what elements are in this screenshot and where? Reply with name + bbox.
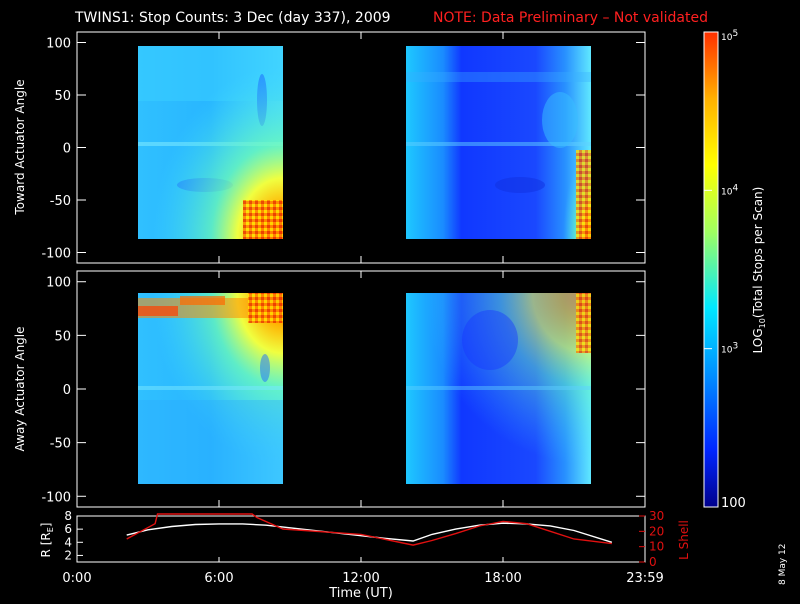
- time-tick-label: 6:00: [204, 571, 233, 586]
- bottom-y-axis: 100 50 0 -50 -100: [41, 276, 645, 505]
- time-axis-label: Time (UT): [328, 586, 393, 600]
- bottom-ytick-label: 50: [54, 329, 71, 344]
- orbit-left-tick-label: 6: [64, 522, 72, 536]
- colorbar-tick-label: 103: [721, 342, 738, 356]
- time-tick-label: 18:00: [484, 571, 521, 586]
- orbit-left-tick-label: 2: [64, 548, 72, 562]
- bottom-left-heatmap: [138, 293, 283, 484]
- colorbar-tick-label: 105: [721, 29, 738, 43]
- orbit-left-tick-label: 8: [64, 509, 72, 523]
- time-tick-label: 12:00: [342, 571, 379, 586]
- top-ytick-label: -100: [41, 247, 71, 262]
- orbit-lshell-line: [126, 513, 612, 546]
- top-y-axis-label: Toward Actuator Angle: [13, 79, 27, 215]
- bottom-ytick-label: -50: [50, 437, 71, 452]
- date-stamp: 8 May 12: [778, 543, 788, 585]
- top-ytick-label: 100: [46, 37, 71, 52]
- top-panel: 100 50 0 -50 -100 Toward Actuator Angle: [13, 31, 646, 264]
- top-ytick-label: 0: [63, 142, 71, 157]
- orbit-right-tick-label: 10: [649, 540, 664, 554]
- time-tick-label: 0:00: [62, 571, 91, 586]
- top-right-heatmap: [406, 46, 591, 239]
- orbit-left-axis-label: R [RE]: [39, 523, 55, 558]
- time-tick-label: 23:59: [626, 571, 663, 586]
- bottom-x-ticks: [76, 271, 646, 507]
- figure-title: TWINS1: Stop Counts: 3 Dec (day 337), 20…: [74, 10, 391, 26]
- top-ytick-label: -50: [50, 194, 71, 209]
- colorbar-tick-label: 104: [721, 183, 738, 197]
- orbit-series: [126, 513, 613, 546]
- orbit-right-tick-label: 20: [649, 524, 664, 538]
- bottom-ytick-label: 100: [46, 276, 71, 291]
- bottom-right-heatmap: [406, 293, 591, 484]
- orbit-left-tick-label: 4: [64, 535, 72, 549]
- colorbar: 100 103 104 105 LOG10(Total Stops per Scan): [703, 29, 767, 511]
- top-ytick-label: 50: [54, 89, 71, 104]
- orbit-right-axis-label: L Shell: [677, 520, 691, 560]
- top-y-axis: 100 50 0 -50 -100: [41, 37, 645, 262]
- top-x-ticks: [76, 32, 646, 263]
- orbit-r-line: [126, 522, 613, 543]
- top-left-heatmap: [138, 46, 283, 239]
- orbit-right-tick-label: 30: [649, 509, 664, 523]
- preliminary-note: NOTE: Data Preliminary – Not validated: [433, 10, 708, 26]
- bottom-ytick-label: -100: [41, 490, 71, 505]
- bottom-panel: 100 50 0 -50 -100 Away Actuator Angle: [13, 270, 646, 508]
- colorbar-label: LOG10(Total Stops per Scan): [751, 187, 767, 354]
- orbit-right-tick-label: 0: [649, 555, 657, 569]
- bottom-y-axis-label: Away Actuator Angle: [13, 326, 27, 451]
- orbit-plot-frame: [76, 515, 646, 563]
- colorbar-gradient: [703, 31, 719, 508]
- bottom-ytick-label: 0: [63, 383, 71, 398]
- time-axis: 0:00 6:00 12:00 18:00 23:59: [62, 557, 664, 586]
- colorbar-tick-label: 100: [721, 496, 746, 511]
